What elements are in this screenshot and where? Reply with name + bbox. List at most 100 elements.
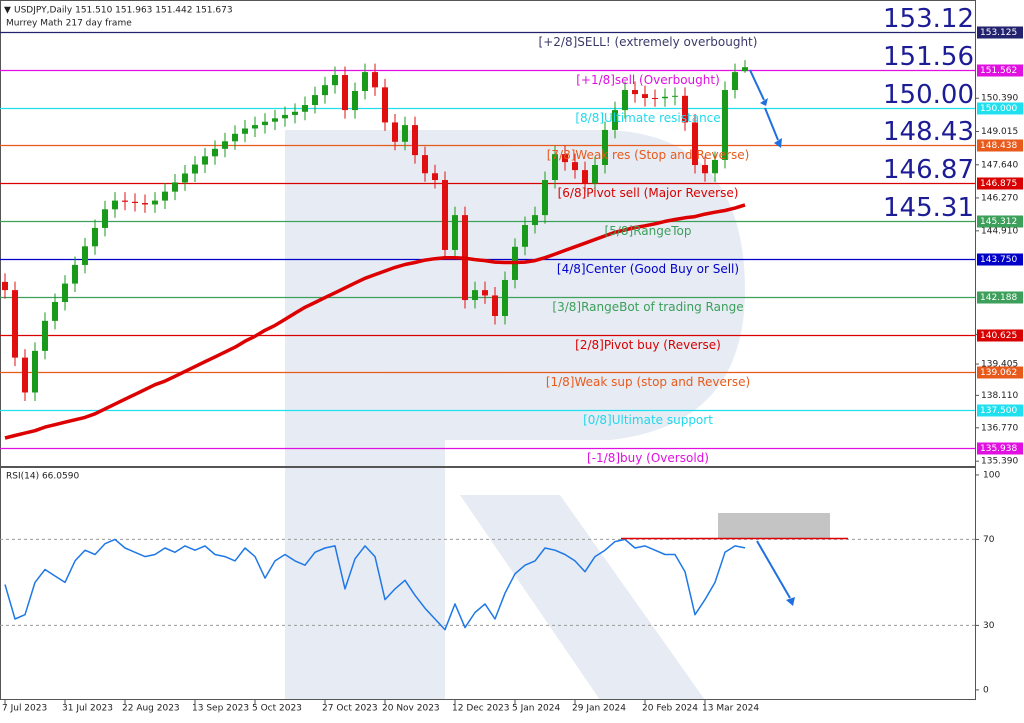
candle-body (322, 85, 328, 96)
marks (2, 60, 748, 631)
candle-body (102, 209, 108, 228)
forecast-arrows (749, 69, 791, 599)
y-tick-label: 135.390 (981, 457, 1018, 467)
candle-body (662, 96, 668, 99)
y-tick-label: 136.770 (981, 423, 1018, 433)
level-label: [4/8]Center (Good Buy or Sell) (557, 262, 739, 276)
y-tick-label: 70 (983, 535, 995, 545)
arrow-head (760, 98, 768, 106)
candle-body (312, 95, 318, 106)
candle-body (12, 290, 18, 358)
rsi-panel-frame (0, 467, 976, 700)
candle-body (632, 90, 638, 95)
candle-body (212, 148, 218, 157)
y-tick-label: 146.270 (981, 193, 1018, 203)
x-tick-label: 20 Feb 2024 (642, 704, 698, 714)
candle-body (132, 201, 138, 204)
y-tick-label: 144.910 (981, 226, 1018, 236)
level-tag-bg (977, 26, 1023, 39)
candle-body (482, 290, 488, 296)
level-tag-bg (977, 253, 1023, 266)
level-tag: 140.625 (980, 331, 1017, 341)
x-tick-label: 13 Mar 2024 (702, 704, 759, 714)
candle-body (592, 165, 598, 184)
collapse-icon: ▼ (4, 6, 11, 16)
watermark-stem (285, 130, 445, 467)
watermark-leg (460, 495, 705, 700)
candle-body (452, 215, 458, 250)
watermark-bowl (445, 130, 745, 440)
candle-body (392, 122, 398, 142)
level-tag-bg (977, 404, 1023, 417)
levels (0, 31, 975, 626)
big-level-label: 148.43 (883, 117, 974, 147)
rsi-title: RSI(14) 66.0590 (6, 472, 79, 482)
level-label: [6/8]Pivot sell (Major Reverse) (558, 186, 739, 200)
x-tick-label: 27 Oct 2023 (322, 704, 378, 714)
candle-body (282, 114, 288, 119)
candle-body (682, 95, 688, 123)
arrow-segment (749, 69, 765, 101)
level-tag: 153.125 (980, 28, 1017, 38)
y-tick-label: 138.110 (981, 391, 1018, 401)
candle-body (442, 180, 448, 250)
y-tick-label: 30 (983, 621, 995, 631)
candle-body (222, 141, 228, 149)
candle-body (722, 90, 728, 160)
x-tick-label: 22 Aug 2023 (122, 704, 180, 714)
chart-title: USDJPY,Daily 151.510 151.963 151.442 151… (14, 6, 233, 16)
arrow-head (786, 597, 795, 606)
candle-body (432, 173, 438, 181)
x-tick-label: 13 Sep 2023 (192, 704, 249, 714)
watermark-stem-lower (285, 467, 445, 700)
candle-body (242, 128, 248, 134)
level-tag: 139.062 (980, 368, 1017, 378)
big-level-label: 153.12 (883, 4, 974, 34)
candle-body (172, 182, 178, 192)
x-tick-label: 5 Oct 2023 (252, 704, 302, 714)
candle-body (552, 154, 558, 181)
candle-body (2, 281, 8, 291)
candle-body (252, 125, 258, 129)
candle-body (72, 264, 78, 284)
candle-body (742, 67, 748, 72)
candle-body (112, 200, 118, 210)
candle-body (602, 129, 608, 166)
candle-body (82, 246, 88, 265)
level-tag-bg (977, 366, 1023, 379)
level-label: [+1/8]sell (Overbought) (576, 73, 720, 87)
big-level-label: 151.56 (883, 42, 974, 72)
candle-body (572, 162, 578, 171)
watermark (285, 130, 745, 700)
level-tag: 145.312 (980, 217, 1017, 227)
candle-body (52, 301, 58, 321)
candle-body (162, 191, 168, 201)
candle-body (562, 154, 568, 163)
y-tick-label: 147.640 (981, 160, 1018, 170)
candle-body (272, 118, 278, 122)
candle-body (692, 122, 698, 166)
y-tick-label: 139.405 (981, 360, 1018, 370)
level-tag-bg (977, 442, 1023, 455)
candle-body (492, 295, 498, 317)
level-tag-bg (977, 177, 1023, 190)
x-tick-label: 12 Dec 2023 (452, 704, 510, 714)
big-level-label: 145.31 (883, 193, 974, 223)
level-tag: 143.750 (980, 255, 1017, 265)
level-label: [3/8]RangeBot of trading Range (552, 300, 743, 314)
candle-body (332, 75, 338, 86)
candle-body (642, 94, 648, 98)
candle-body (712, 159, 718, 174)
candle-body (582, 170, 588, 184)
level-label: [-1/8]buy (Oversold) (587, 451, 709, 465)
candle-body (302, 105, 308, 112)
candle-body (522, 225, 528, 247)
candle-body (182, 173, 188, 183)
moving-average (4, 203, 746, 440)
candle-body (382, 87, 388, 123)
candle-body (122, 200, 128, 202)
level-tag-bg (977, 329, 1023, 342)
y-tick-label: 149.015 (981, 127, 1018, 137)
